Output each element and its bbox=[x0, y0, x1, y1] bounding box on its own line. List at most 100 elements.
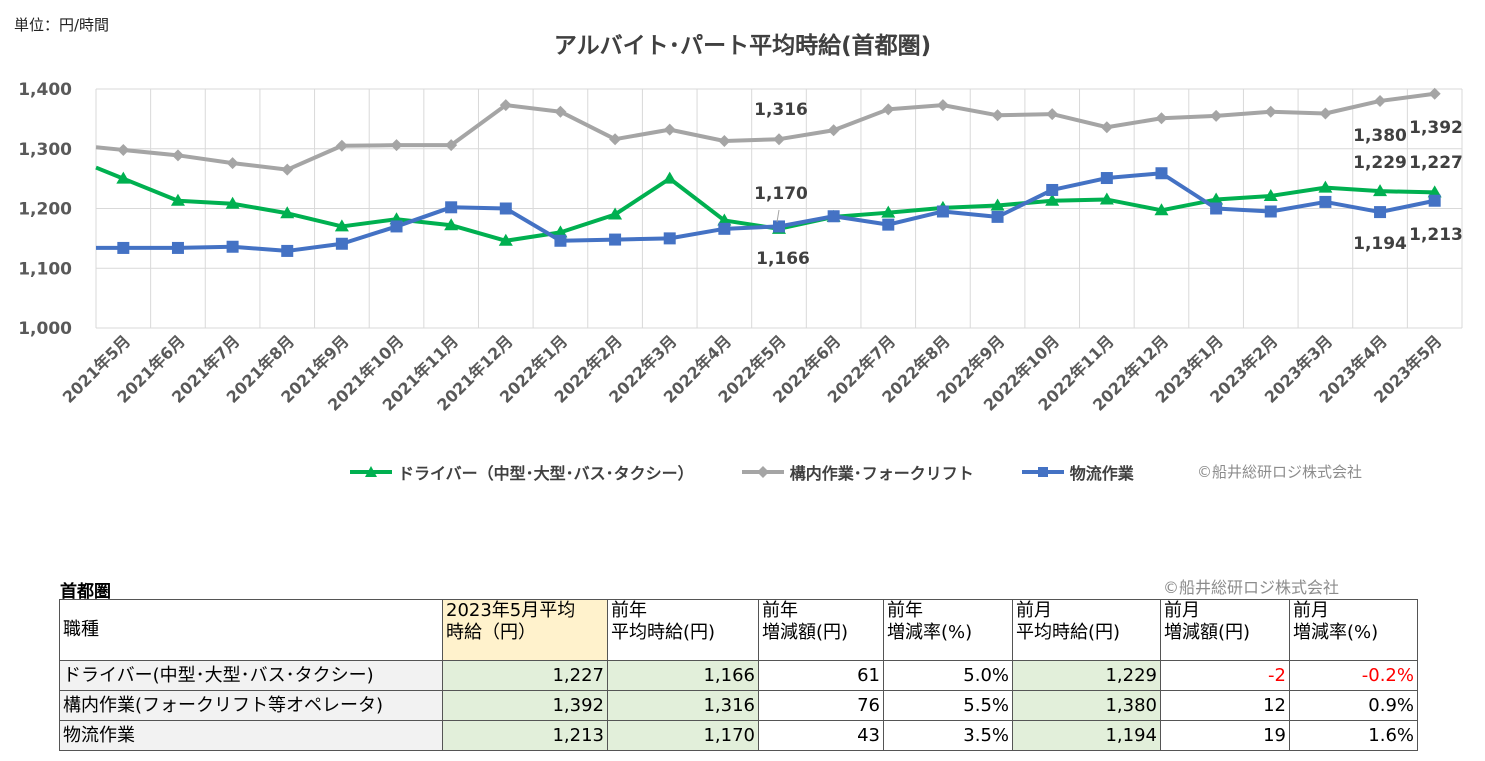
data-point-diamond bbox=[1374, 94, 1387, 107]
data-point-triangle bbox=[553, 225, 568, 238]
data-point-triangle bbox=[608, 207, 623, 220]
table-header-row: 職種 2023年5月平均 時給（円） 前年 平均時給(円) 前年 増減額(円) 前年増… bbox=[59, 599, 1418, 661]
cell-prev-month-rate: -0.2% bbox=[1289, 660, 1418, 691]
data-point-diamond bbox=[1210, 109, 1223, 122]
chart-credit: ©船井総研ロジ株式会社 bbox=[1197, 463, 1363, 481]
data-label: 1,194 bbox=[1353, 234, 1407, 254]
data-point-square bbox=[445, 201, 458, 214]
header-prev-year-diff: 前年 増減額(円) bbox=[758, 599, 884, 661]
data-point-triangle bbox=[990, 198, 1005, 211]
data-point-diamond bbox=[1046, 108, 1059, 121]
data-point-square bbox=[281, 244, 294, 257]
table-row: 物流作業 1,213 1,170 43 3.5% 1,194 19 1.6% bbox=[59, 720, 1418, 751]
data-point-diamond bbox=[827, 124, 840, 137]
data-point-diamond bbox=[882, 103, 895, 116]
data-point-square bbox=[1374, 206, 1387, 219]
data-label: 1,380 bbox=[1353, 126, 1407, 146]
data-point-diamond bbox=[1428, 87, 1441, 100]
data-point-square bbox=[171, 241, 184, 254]
cell-prev-year-diff: 43 bbox=[758, 720, 884, 751]
data-point-diamond bbox=[171, 149, 184, 162]
data-point-triangle bbox=[1373, 184, 1388, 197]
data-point-triangle bbox=[1154, 203, 1169, 216]
cell-prev-month-diff: 12 bbox=[1160, 690, 1290, 721]
data-point-diamond bbox=[117, 143, 130, 156]
data-label: 1,166 bbox=[756, 249, 810, 269]
data-point-diamond bbox=[554, 105, 567, 118]
data-point-triangle bbox=[498, 233, 513, 246]
data-point-square bbox=[991, 210, 1004, 223]
cell-prev-month-rate: 0.9% bbox=[1289, 690, 1418, 721]
data-point-triangle bbox=[1318, 180, 1333, 193]
legend-label: 構内作業･フォークリフト bbox=[789, 464, 974, 483]
header-prev-year-wage: 前年 平均時給(円) bbox=[607, 599, 759, 661]
data-point-square bbox=[609, 233, 622, 246]
header-prev-year-rate: 前年 増減率(%) bbox=[883, 599, 1013, 661]
data-point-triangle bbox=[116, 171, 131, 184]
data-point-square bbox=[335, 237, 348, 250]
data-point-diamond bbox=[1319, 107, 1332, 120]
legend-item-logistics: 物流作業 bbox=[1020, 460, 1134, 484]
header-current-wage: 2023年5月平均 時給（円） bbox=[442, 599, 608, 661]
data-point-diamond bbox=[991, 109, 1004, 122]
legend-item-forklift: 構内作業･フォークリフト bbox=[740, 460, 974, 484]
data-point-diamond bbox=[445, 139, 458, 152]
cell-prev-year-rate: 5.0% bbox=[883, 660, 1013, 691]
data-point-triangle bbox=[1263, 188, 1278, 201]
cell-current-wage: 1,392 bbox=[442, 690, 608, 721]
table-row: ドライバー(中型･大型･バス･タクシー) 1,227 1,166 61 5.0%… bbox=[59, 660, 1418, 691]
chart-legend: ドライバー（中型･大型･バス･タクシー） 構内作業･フォークリフト 物流作業 bbox=[348, 460, 1180, 484]
data-point-square bbox=[1046, 183, 1059, 196]
cell-prev-month-wage: 1,229 bbox=[1012, 660, 1161, 691]
data-label: 1,229 bbox=[1353, 153, 1407, 173]
cell-prev-year-diff: 76 bbox=[758, 690, 884, 721]
data-point-triangle bbox=[444, 218, 459, 231]
cell-prev-month-wage: 1,194 bbox=[1012, 720, 1161, 751]
cell-job-type: ドライバー(中型･大型･バス･タクシー) bbox=[59, 660, 443, 691]
cell-prev-month-diff: 19 bbox=[1160, 720, 1290, 751]
data-point-square bbox=[1155, 167, 1168, 180]
series-line-1 bbox=[95, 91, 1435, 172]
header-prev-month-wage: 前月 平均時給(円) bbox=[1012, 599, 1161, 661]
data-point-square bbox=[554, 234, 567, 247]
unit-label: 単位：円/時間 bbox=[14, 16, 110, 34]
data-point-square bbox=[663, 232, 676, 245]
data-point-diamond bbox=[1155, 112, 1168, 125]
data-point-triangle bbox=[280, 206, 295, 219]
cell-prev-month-wage: 1,380 bbox=[1012, 690, 1161, 721]
y-tick-label: 1,100 bbox=[18, 259, 72, 279]
data-label: 1,170 bbox=[754, 184, 808, 204]
header-prev-month-diff: 前月 増減額(円) bbox=[1160, 599, 1290, 661]
legend-label: 物流作業 bbox=[1069, 464, 1134, 483]
data-point-diamond bbox=[609, 133, 622, 146]
legend-item-driver: ドライバー（中型･大型･バス･タクシー） bbox=[348, 460, 694, 484]
data-point-square bbox=[1319, 195, 1332, 208]
table-credit: ©船井総研ロジ株式会社 bbox=[1163, 578, 1340, 597]
data-point-square bbox=[226, 240, 239, 253]
data-point-diamond bbox=[390, 139, 403, 152]
data-point-triangle bbox=[1209, 192, 1224, 205]
cell-job-type: 物流作業 bbox=[59, 720, 443, 751]
legend-diamond-icon bbox=[741, 466, 784, 478]
data-point-triangle bbox=[662, 171, 677, 184]
data-point-triangle bbox=[170, 193, 185, 206]
data-point-diamond bbox=[281, 163, 294, 176]
line-chart: 1,0001,1001,2001,3001,4002021年5月2021年6月2… bbox=[18, 80, 1463, 415]
data-point-diamond bbox=[1264, 105, 1277, 118]
data-point-triangle bbox=[881, 205, 896, 218]
series-line-0 bbox=[95, 165, 1435, 243]
data-point-square bbox=[1264, 205, 1277, 218]
leader-line bbox=[776, 209, 780, 223]
data-point-square bbox=[390, 220, 403, 233]
data-point-diamond bbox=[226, 157, 239, 170]
data-point-square bbox=[1100, 172, 1113, 185]
data-point-triangle bbox=[717, 213, 732, 226]
cell-current-wage: 1,213 bbox=[442, 720, 608, 751]
data-point-triangle bbox=[1099, 192, 1114, 205]
data-point-square bbox=[117, 241, 130, 254]
data-point-triangle bbox=[1427, 185, 1442, 198]
cell-prev-month-diff: -2 bbox=[1160, 660, 1290, 691]
cell-prev-year-rate: 3.5% bbox=[883, 720, 1013, 751]
data-point-triangle bbox=[225, 196, 240, 209]
y-tick-label: 1,000 bbox=[18, 319, 72, 339]
